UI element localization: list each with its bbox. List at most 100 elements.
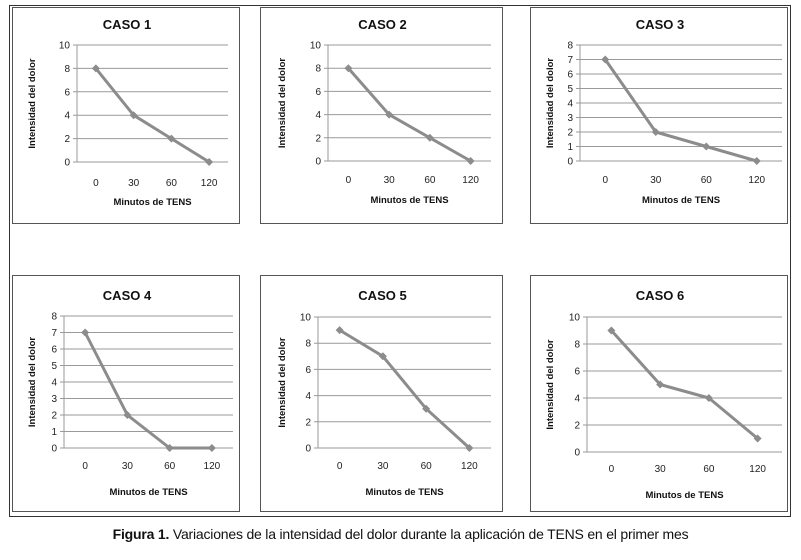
chart-5-y-tick-label: 10 <box>300 313 312 324</box>
chart-3-y-tick-label: 7 <box>567 55 573 66</box>
chart-4-y-tick-label: 7 <box>51 328 57 339</box>
chart-1-y-tick-label: 0 <box>64 158 70 169</box>
chart-3-data-point <box>601 55 610 64</box>
chart-5-y-tick-label: 0 <box>305 444 311 455</box>
chart-4-title: CASO 4 <box>103 288 152 303</box>
chart-5-title: CASO 5 <box>358 288 406 303</box>
chart-2: 0 2 4 6 8 10 0 30 60 120 CASO 2 Minutos de TENS Inte… <box>277 17 491 206</box>
chart-1-x-axis-title: Minutos de TENS <box>113 197 191 208</box>
chart-4-x-tick-label: 30 <box>122 461 134 472</box>
chart-3-y-tick-label: 5 <box>567 84 573 95</box>
chart-5-x-tick-label: 60 <box>421 461 433 472</box>
chart-3-data-point <box>752 157 761 165</box>
chart-6-y-tick-label: 6 <box>574 367 580 378</box>
chart-3-x-tick-label: 30 <box>650 175 662 186</box>
chart-5-y-axis-title: Intensidad del dolor <box>277 337 288 428</box>
chart-6-x-tick-label: 30 <box>655 464 667 475</box>
chart-1-data-point <box>167 134 176 143</box>
chart-3-y-tick-label: 6 <box>567 70 573 81</box>
chart-1-y-tick-label: 2 <box>64 134 70 145</box>
chart-5-x-tick-label: 30 <box>377 461 389 472</box>
chart-4-data-point <box>207 444 216 452</box>
chart-5-data-point <box>422 404 431 413</box>
chart-2-data-point <box>466 157 475 165</box>
chart-1-y-tick-label: 8 <box>64 64 70 75</box>
chart-6-series-line <box>610 329 759 440</box>
chart-2-data-point <box>344 64 353 73</box>
chart-6-data-point <box>607 326 616 335</box>
chart-6-y-tick-label: 8 <box>574 340 580 351</box>
chart-3-x-tick-label: 120 <box>748 175 765 186</box>
chart-4-data-point <box>81 328 90 337</box>
chart-1-x-tick-label: 120 <box>201 178 218 189</box>
chart-6-y-tick-label: 0 <box>574 448 580 459</box>
chart-3-y-axis-title: Intensidad del dolor <box>545 58 556 149</box>
chart-3-title: CASO 3 <box>636 17 684 32</box>
chart-6-x-tick-label: 0 <box>609 464 615 475</box>
chart-5-y-tick-label: 4 <box>305 391 311 402</box>
chart-2-series-line <box>347 67 472 163</box>
caption-text: Variaciones de la intensidad del dolor d… <box>172 526 689 542</box>
chart-2-data-point <box>425 133 434 142</box>
chart-panel-1: 0 2 4 6 8 10 0 30 60 120 CASO 1 Minutos de TENS Inte… <box>12 7 240 224</box>
chart-4-y-tick-label: 0 <box>51 444 57 455</box>
chart-5: 0 2 4 6 8 10 0 30 60 120 CASO 5 Minutos de TENS Inte… <box>277 288 491 498</box>
chart-1-data-point <box>91 64 100 73</box>
chart-5-y-tick-label: 2 <box>305 417 311 428</box>
chart-3: 0 1 2 3 4 5 6 7 8 0 30 60 120 CASO 3 Minutos de TENS In… <box>545 17 782 206</box>
chart-3-x-tick-label: 60 <box>701 175 713 186</box>
chart-2-y-tick-label: 6 <box>315 87 321 98</box>
chart-1-y-tick-label: 4 <box>64 111 70 122</box>
chart-1-x-tick-label: 30 <box>128 178 140 189</box>
chart-2-y-tick-label: 8 <box>315 64 321 75</box>
chart-3-y-tick-label: 0 <box>567 157 573 168</box>
chart-4-y-tick-label: 1 <box>51 427 57 438</box>
chart-5-y-tick-label: 8 <box>305 339 311 350</box>
chart-4-y-tick-label: 5 <box>51 361 57 372</box>
chart-panel-2: 0 2 4 6 8 10 0 30 60 120 CASO 2 Minutos de TENS Inte… <box>260 7 503 224</box>
chart-3-x-axis-title: Minutos de TENS <box>642 195 720 206</box>
chart-2-x-tick-label: 60 <box>424 175 436 186</box>
chart-3-data-point <box>651 128 660 136</box>
chart-4-data-point <box>123 411 132 419</box>
chart-6-y-tick-label: 2 <box>574 421 580 432</box>
chart-2-data-point <box>385 110 394 119</box>
chart-4-y-tick-label: 4 <box>51 378 57 389</box>
chart-3-y-tick-label: 1 <box>567 142 573 153</box>
chart-panel-4: 0 1 2 3 4 5 6 7 8 0 30 60 120 CASO 4 Minutos de TENS In… <box>12 275 240 512</box>
chart-1-title: CASO 1 <box>103 17 151 32</box>
chart-6-data-point <box>704 394 713 402</box>
chart-4-x-tick-label: 0 <box>82 461 88 472</box>
chart-5-x-tick-label: 0 <box>337 461 343 472</box>
chart-4-y-axis-title: Intensidad del dolor <box>27 337 38 428</box>
chart-6-y-tick-label: 4 <box>574 394 580 405</box>
chart-6-y-axis-title: Intensidad del dolor <box>545 339 556 430</box>
chart-1-data-point <box>205 158 214 166</box>
chart-3-y-tick-label: 3 <box>567 113 573 124</box>
chart-panel-5: 0 2 4 6 8 10 0 30 60 120 CASO 5 Minutos de TENS Inte… <box>260 275 503 512</box>
chart-3-data-point <box>702 142 711 151</box>
chart-1-y-tick-label: 6 <box>64 87 70 98</box>
chart-1-series-line <box>94 67 210 164</box>
chart-4-data-point <box>165 444 174 452</box>
chart-4: 0 1 2 3 4 5 6 7 8 0 30 60 120 CASO 4 Minutos de TENS In… <box>27 288 233 498</box>
chart-1-y-tick-label: 10 <box>59 41 71 52</box>
chart-6: 0 2 4 6 8 10 0 30 60 120 CASO 6 Minutos de TENS Inte… <box>545 288 782 501</box>
caption-label: Figura 1. <box>112 526 170 542</box>
chart-6-data-point <box>656 380 665 389</box>
chart-5-data-point <box>335 326 344 335</box>
chart-4-x-tick-label: 120 <box>204 461 221 472</box>
chart-2-x-axis-title: Minutos de TENS <box>370 195 448 206</box>
chart-3-x-tick-label: 0 <box>602 175 608 186</box>
chart-3-y-tick-label: 8 <box>567 41 573 52</box>
chart-4-y-tick-label: 8 <box>51 312 57 323</box>
chart-2-title: CASO 2 <box>358 17 406 32</box>
chart-4-y-tick-label: 3 <box>51 394 57 405</box>
chart-5-series-line <box>338 328 471 450</box>
chart-1-x-tick-label: 0 <box>93 178 99 189</box>
chart-4-y-tick-label: 6 <box>51 345 57 356</box>
chart-5-y-tick-label: 6 <box>305 365 311 376</box>
chart-5-data-point <box>378 352 387 361</box>
chart-2-x-tick-label: 0 <box>346 175 352 186</box>
chart-2-x-tick-label: 120 <box>462 175 479 186</box>
